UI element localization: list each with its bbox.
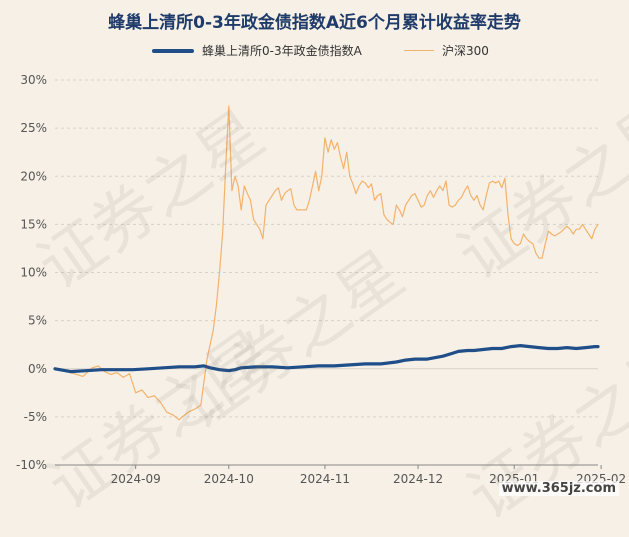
chart-plot-area: 30% 25% 20% 15% 10% 5% 0% -5% -10% 2024-09 2024-10…: [16, 73, 626, 486]
legend-label-series-2: 沪深300: [442, 44, 489, 58]
y-tick-label: -10%: [16, 458, 47, 472]
y-tick-label: 20%: [20, 169, 47, 183]
x-tick-label: 2024-12: [393, 472, 443, 486]
y-tick-label: -5%: [24, 410, 47, 424]
legend-swatch-series-1: [152, 48, 194, 53]
y-tick-label: 30%: [20, 73, 47, 87]
y-tick-label: 25%: [20, 121, 47, 135]
site-watermark-url: www.365jz.com: [498, 481, 619, 496]
series-line-csi300: [54, 105, 599, 421]
y-tick-label: 0%: [28, 362, 47, 376]
x-tick-label: 2024-10: [204, 472, 254, 486]
legend-label-series-1: 蜂巢上清所0-3年政金债指数A: [202, 44, 362, 58]
series-line-fund: [53, 344, 600, 374]
legend-item-series-2[interactable]: 沪深300: [404, 42, 489, 59]
x-tick-label: 2024-11: [300, 472, 350, 486]
legend-item-series-1[interactable]: 蜂巢上清所0-3年政金债指数A: [152, 42, 362, 59]
legend-swatch-series-2: [404, 49, 434, 52]
x-tick-label: 2024-09: [111, 472, 161, 486]
chart-title: 蜂巢上清所0-3年政金债指数A近6个月累计收益率走势: [108, 13, 521, 33]
y-tick-label: 10%: [20, 266, 47, 280]
y-tick-label: 15%: [20, 217, 47, 231]
y-tick-label: 5%: [28, 314, 47, 328]
